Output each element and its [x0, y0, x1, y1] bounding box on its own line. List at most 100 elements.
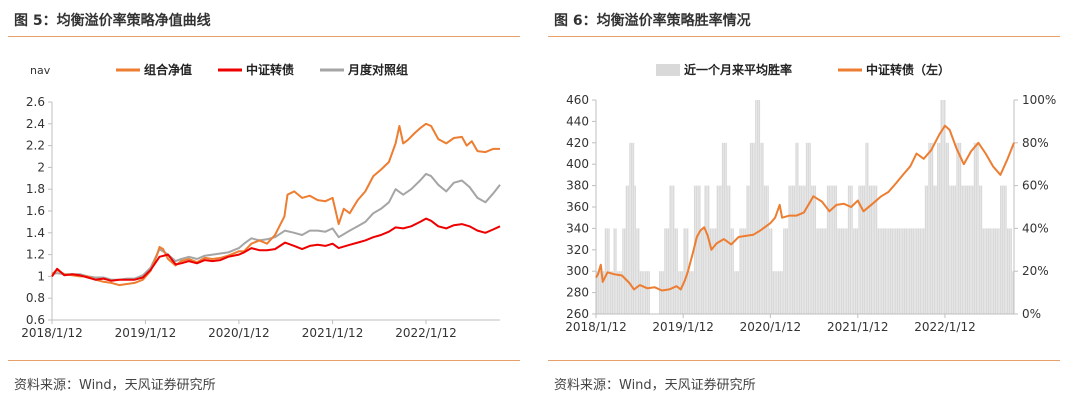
win-rate-bar — [926, 185, 928, 314]
win-rate-bar — [732, 228, 734, 314]
win-rate-bar — [644, 271, 647, 314]
win-rate-bar — [749, 142, 752, 314]
win-rate-bar — [952, 185, 955, 314]
win-rate-bar — [853, 228, 855, 314]
win-rate-bar — [825, 228, 827, 314]
win-rate-bar — [968, 185, 970, 314]
legend-swatch-win-rate — [656, 64, 680, 76]
win-rate-bar — [886, 228, 888, 314]
win-rate-bar — [986, 228, 988, 314]
win-rate-bar — [863, 185, 866, 314]
win-rate-bar — [816, 228, 818, 314]
y-left-tick-label: 360 — [566, 200, 589, 214]
win-rate-bar — [888, 228, 890, 314]
win-rate-bar — [643, 271, 645, 314]
figure-6-source: 资料来源：Wind，天风证券研究所 — [554, 378, 756, 393]
win-rate-bar — [676, 228, 678, 314]
win-rate-bar — [1005, 185, 1007, 314]
win-rate-bar — [805, 142, 808, 314]
x-tick-label: 2018/1/12 — [565, 320, 627, 334]
win-rate-bar — [667, 228, 670, 314]
win-rate-bar — [959, 142, 962, 314]
y-tick-label: 2 — [37, 160, 45, 174]
win-rate-bar — [884, 228, 887, 314]
win-rate-bar — [903, 228, 906, 314]
win-rate-bar — [697, 185, 699, 314]
win-rate-bar — [769, 228, 771, 314]
legend-label-monthly-control: 月度对照组 — [347, 62, 408, 77]
y-tick-label: 2.6 — [26, 95, 45, 109]
win-rate-bar — [793, 185, 796, 314]
y-tick-label: 0.6 — [26, 313, 45, 327]
win-rate-bar — [658, 271, 661, 314]
figure-5-chart: nav 组合净值 中证转债 月度对照组 0.6 0.8 1 1.2 1.4 1.6 1.8 2… — [21, 62, 501, 340]
win-rate-bar — [601, 271, 603, 314]
win-rate-bar — [627, 185, 629, 314]
y-tick-label: 2.2 — [26, 139, 45, 153]
x-tick-label: 2022/1/12 — [914, 320, 976, 334]
win-rate-bar — [949, 185, 951, 314]
win-rate-bar — [679, 271, 682, 314]
win-rate-bar — [765, 185, 768, 314]
win-rate-bar — [781, 271, 783, 314]
win-rate-bar — [730, 228, 733, 314]
win-rate-bar — [618, 271, 621, 314]
win-rate-bar — [746, 185, 748, 314]
win-rate-bar — [672, 185, 675, 314]
win-rate-bar — [847, 185, 850, 314]
win-rate-bar — [919, 228, 921, 314]
legend: 组合净值 中证转债 月度对照组 — [116, 62, 408, 77]
win-rate-bar — [902, 228, 904, 314]
win-rate-bar — [937, 142, 939, 314]
win-rate-bar — [802, 185, 804, 314]
win-rate-bar — [735, 271, 738, 314]
x-tick-label: 2021/1/12 — [302, 326, 364, 340]
win-rate-bar — [972, 185, 974, 314]
win-rate-bar — [826, 185, 829, 314]
win-rate-bar — [940, 100, 942, 314]
win-rate-bar — [1012, 271, 1014, 314]
win-rate-bar — [755, 100, 757, 314]
x-tick-label: 2018/1/12 — [21, 326, 83, 340]
win-rate-bar — [954, 185, 956, 314]
win-rate-bar — [606, 228, 608, 314]
win-rate-bar — [982, 228, 984, 314]
win-rate-bar — [944, 100, 946, 314]
win-rate-bar — [832, 185, 834, 314]
win-rate-bar — [728, 185, 731, 314]
win-rate-bar — [623, 228, 626, 314]
win-rate-bar — [930, 142, 932, 314]
win-rate-bar — [599, 271, 601, 314]
win-rate-bar — [669, 185, 671, 314]
win-rate-bar — [856, 228, 859, 314]
y-left-tick-label: 380 — [566, 179, 589, 193]
y-axis-label-nav: nav — [30, 64, 51, 77]
win-rate-bar — [690, 271, 692, 314]
figure-6-panel: 图 6：均衡溢价率策略胜率情况 近一个月来平均胜率 中证转债（左） 260 280… — [548, 0, 1068, 401]
win-rate-bar — [776, 271, 778, 314]
win-rate-bar — [596, 271, 598, 314]
win-rate-bar — [695, 185, 698, 314]
win-rate-bar — [692, 271, 694, 314]
win-rate-bar — [632, 142, 635, 314]
win-rate-bar — [844, 228, 846, 314]
y-left-tick-label: 440 — [566, 114, 589, 128]
win-rate-bar — [854, 228, 857, 314]
win-rate-bar — [723, 142, 726, 314]
win-rate-bar — [741, 228, 743, 314]
figure-5-panel: 图 5：均衡溢价率策略净值曲线 nav 组合净值 中证转债 月度对照组 0.6 0… — [8, 0, 528, 401]
win-rate-bar — [917, 228, 920, 314]
win-rate-bar — [609, 271, 612, 314]
legend-label-cb-index: 中证转债 — [246, 62, 294, 77]
win-rate-bar — [797, 142, 799, 314]
win-rate-bar — [718, 185, 720, 314]
win-rate-bar — [646, 271, 649, 314]
win-rate-bar — [702, 228, 705, 314]
win-rate-bar — [814, 185, 817, 314]
x-tick-label: 2021/1/12 — [827, 320, 889, 334]
y-tick-label: 1.2 — [26, 248, 45, 262]
win-rate-bar — [833, 185, 836, 314]
win-rate-bar — [641, 271, 643, 314]
figure-5-source: 资料来源：Wind，天风证券研究所 — [14, 378, 216, 393]
win-rate-bar — [604, 228, 607, 314]
